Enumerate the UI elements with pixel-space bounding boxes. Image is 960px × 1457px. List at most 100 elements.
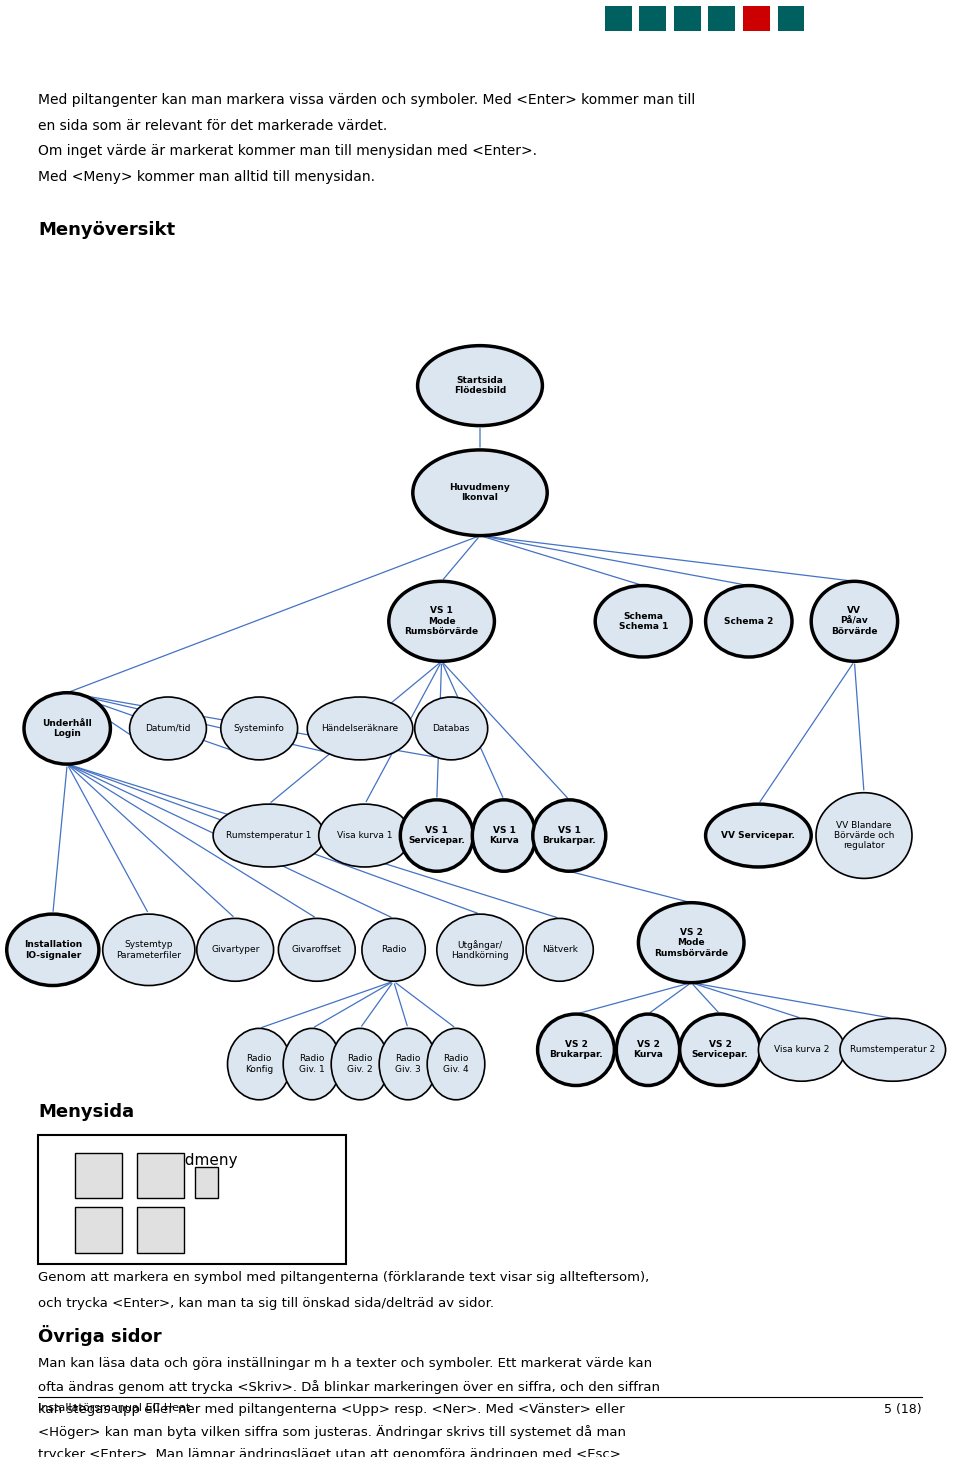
Ellipse shape	[538, 1014, 614, 1085]
Text: Visa kurva 2: Visa kurva 2	[774, 1045, 829, 1055]
Text: Rumstemperatur 2: Rumstemperatur 2	[851, 1045, 935, 1055]
FancyBboxPatch shape	[195, 1167, 218, 1198]
Ellipse shape	[24, 692, 110, 763]
Ellipse shape	[811, 581, 898, 661]
Ellipse shape	[278, 918, 355, 981]
Ellipse shape	[130, 696, 206, 761]
Text: Menysida: Menysida	[38, 1103, 134, 1122]
FancyBboxPatch shape	[674, 6, 701, 32]
Text: VS 1
Servicepar.: VS 1 Servicepar.	[408, 826, 466, 845]
Text: VS 2
Kurva: VS 2 Kurva	[633, 1040, 663, 1059]
Text: Radio: Radio	[381, 946, 406, 954]
Ellipse shape	[638, 903, 744, 982]
Ellipse shape	[680, 1014, 760, 1085]
FancyBboxPatch shape	[75, 1152, 122, 1198]
Text: Systeminfo: Systeminfo	[234, 724, 284, 733]
Text: VV
På/av
Börvärde: VV På/av Börvärde	[831, 606, 877, 637]
Ellipse shape	[221, 696, 298, 761]
Text: Huvudmeny: Huvudmeny	[146, 1152, 238, 1167]
Text: Rumstemperatur 1: Rumstemperatur 1	[227, 830, 311, 841]
FancyBboxPatch shape	[778, 6, 804, 32]
Text: Om inget värde är markerat kommer man till menysidan med <Enter>.: Om inget värde är markerat kommer man ti…	[38, 144, 538, 159]
Text: Schema 2: Schema 2	[724, 616, 774, 627]
Text: Med <Meny> kommer man alltid till menysidan.: Med <Meny> kommer man alltid till menysi…	[38, 170, 375, 184]
Ellipse shape	[283, 1029, 341, 1100]
Ellipse shape	[595, 586, 691, 657]
Text: VV Blandare
Börvärde och
regulator: VV Blandare Börvärde och regulator	[834, 820, 894, 851]
Text: Datum/tid: Datum/tid	[145, 724, 191, 733]
Text: Övriga sidor: Övriga sidor	[38, 1326, 162, 1346]
Text: Radio
Giv. 3: Radio Giv. 3	[396, 1055, 420, 1074]
FancyBboxPatch shape	[75, 1206, 122, 1253]
Ellipse shape	[418, 345, 542, 425]
Text: Radio
Giv. 1: Radio Giv. 1	[300, 1055, 324, 1074]
Text: <Höger> kan man byta vilken siffra som justeras. Ändringar skrivs till systemet : <Höger> kan man byta vilken siffra som j…	[38, 1425, 626, 1440]
Text: VV Servicepar.: VV Servicepar.	[722, 830, 795, 841]
Ellipse shape	[533, 800, 606, 871]
Text: VS 2
Brukarpar.: VS 2 Brukarpar.	[549, 1040, 603, 1059]
Ellipse shape	[379, 1029, 437, 1100]
Ellipse shape	[400, 800, 473, 871]
Text: Schema
Schema 1: Schema Schema 1	[618, 612, 668, 631]
Ellipse shape	[526, 918, 593, 981]
FancyBboxPatch shape	[743, 6, 770, 32]
Text: Installation
IO-signaler: Installation IO-signaler	[24, 940, 82, 960]
Text: Startsida
Flödesbild: Startsida Flödesbild	[454, 376, 506, 395]
Ellipse shape	[427, 1029, 485, 1100]
Text: VS 2
Mode
Rumsbörvärde: VS 2 Mode Rumsbörvärde	[654, 928, 729, 957]
Text: Man kan läsa data och göra inställningar m h a texter och symboler. Ett markerat: Man kan läsa data och göra inställningar…	[38, 1356, 653, 1370]
Text: Systemtyp
Parameterfiler: Systemtyp Parameterfiler	[116, 940, 181, 960]
Ellipse shape	[840, 1018, 946, 1081]
Text: Underhåll
Login: Underhåll Login	[42, 718, 92, 739]
Text: Huvudmeny
Ikonval: Huvudmeny Ikonval	[449, 484, 511, 503]
Ellipse shape	[413, 450, 547, 536]
FancyBboxPatch shape	[38, 1135, 346, 1265]
Ellipse shape	[7, 914, 99, 985]
Text: Installatörsmanual EC Heat: Installatörsmanual EC Heat	[38, 1403, 191, 1413]
Ellipse shape	[437, 914, 523, 985]
Text: VS 1
Kurva: VS 1 Kurva	[489, 826, 519, 845]
Text: ofta ändras genom att trycka <Skriv>. Då blinkar markeringen över en siffra, och: ofta ändras genom att trycka <Skriv>. Då…	[38, 1380, 660, 1394]
FancyBboxPatch shape	[605, 6, 632, 32]
Ellipse shape	[758, 1018, 845, 1081]
Ellipse shape	[415, 696, 488, 761]
Ellipse shape	[362, 918, 425, 981]
Text: Givaroffset: Givaroffset	[292, 946, 342, 954]
Ellipse shape	[472, 800, 536, 871]
Ellipse shape	[706, 586, 792, 657]
Text: trycker <Enter>. Man lämnar ändringsläget utan att genomföra ändringen med <Esc>: trycker <Enter>. Man lämnar ändringsläge…	[38, 1448, 625, 1457]
Ellipse shape	[389, 581, 494, 661]
Text: 5 (18): 5 (18)	[884, 1403, 922, 1416]
Text: Radio
Giv. 2: Radio Giv. 2	[348, 1055, 372, 1074]
Text: Visa kurva 1: Visa kurva 1	[337, 830, 393, 841]
FancyBboxPatch shape	[639, 6, 666, 32]
Text: Genom att markera en symbol med piltangenterna (förklarande text visar sig allte: Genom att markera en symbol med piltange…	[38, 1271, 650, 1284]
Text: Händelseräknare: Händelseräknare	[322, 724, 398, 733]
Ellipse shape	[213, 804, 324, 867]
Text: kan stegas upp eller ner med piltangenterna <Upp> resp. <Ner>. Med <Vänster> ell: kan stegas upp eller ner med piltangente…	[38, 1403, 625, 1416]
Ellipse shape	[616, 1014, 680, 1085]
Text: Med piltangenter kan man markera vissa värden och symboler. Med <Enter> kommer m: Med piltangenter kan man markera vissa v…	[38, 93, 696, 106]
FancyBboxPatch shape	[708, 6, 735, 32]
Text: Databas: Databas	[433, 724, 469, 733]
Text: och trycka <Enter>, kan man ta sig till önskad sida/delträd av sidor.: och trycka <Enter>, kan man ta sig till …	[38, 1297, 494, 1310]
Ellipse shape	[331, 1029, 389, 1100]
Text: Nätverk: Nätverk	[541, 946, 578, 954]
Ellipse shape	[197, 918, 274, 981]
Ellipse shape	[319, 804, 411, 867]
Ellipse shape	[228, 1029, 291, 1100]
Text: en sida som är relevant för det markerade värdet.: en sida som är relevant för det markerad…	[38, 118, 388, 133]
Text: VS 1
Brukarpar.: VS 1 Brukarpar.	[542, 826, 596, 845]
Text: Radio
Konfig: Radio Konfig	[245, 1055, 274, 1074]
FancyBboxPatch shape	[137, 1152, 184, 1198]
Text: VS 1
Mode
Rumsbörvärde: VS 1 Mode Rumsbörvärde	[404, 606, 479, 637]
Ellipse shape	[103, 914, 195, 985]
Ellipse shape	[816, 793, 912, 879]
FancyBboxPatch shape	[137, 1206, 184, 1253]
Text: Menyöversikt: Menyöversikt	[38, 221, 176, 239]
Text: VS 2
Servicepar.: VS 2 Servicepar.	[691, 1040, 749, 1059]
Ellipse shape	[706, 804, 811, 867]
Text: Givartyper: Givartyper	[211, 946, 259, 954]
Text: Radio
Giv. 4: Radio Giv. 4	[444, 1055, 468, 1074]
Ellipse shape	[307, 696, 413, 761]
